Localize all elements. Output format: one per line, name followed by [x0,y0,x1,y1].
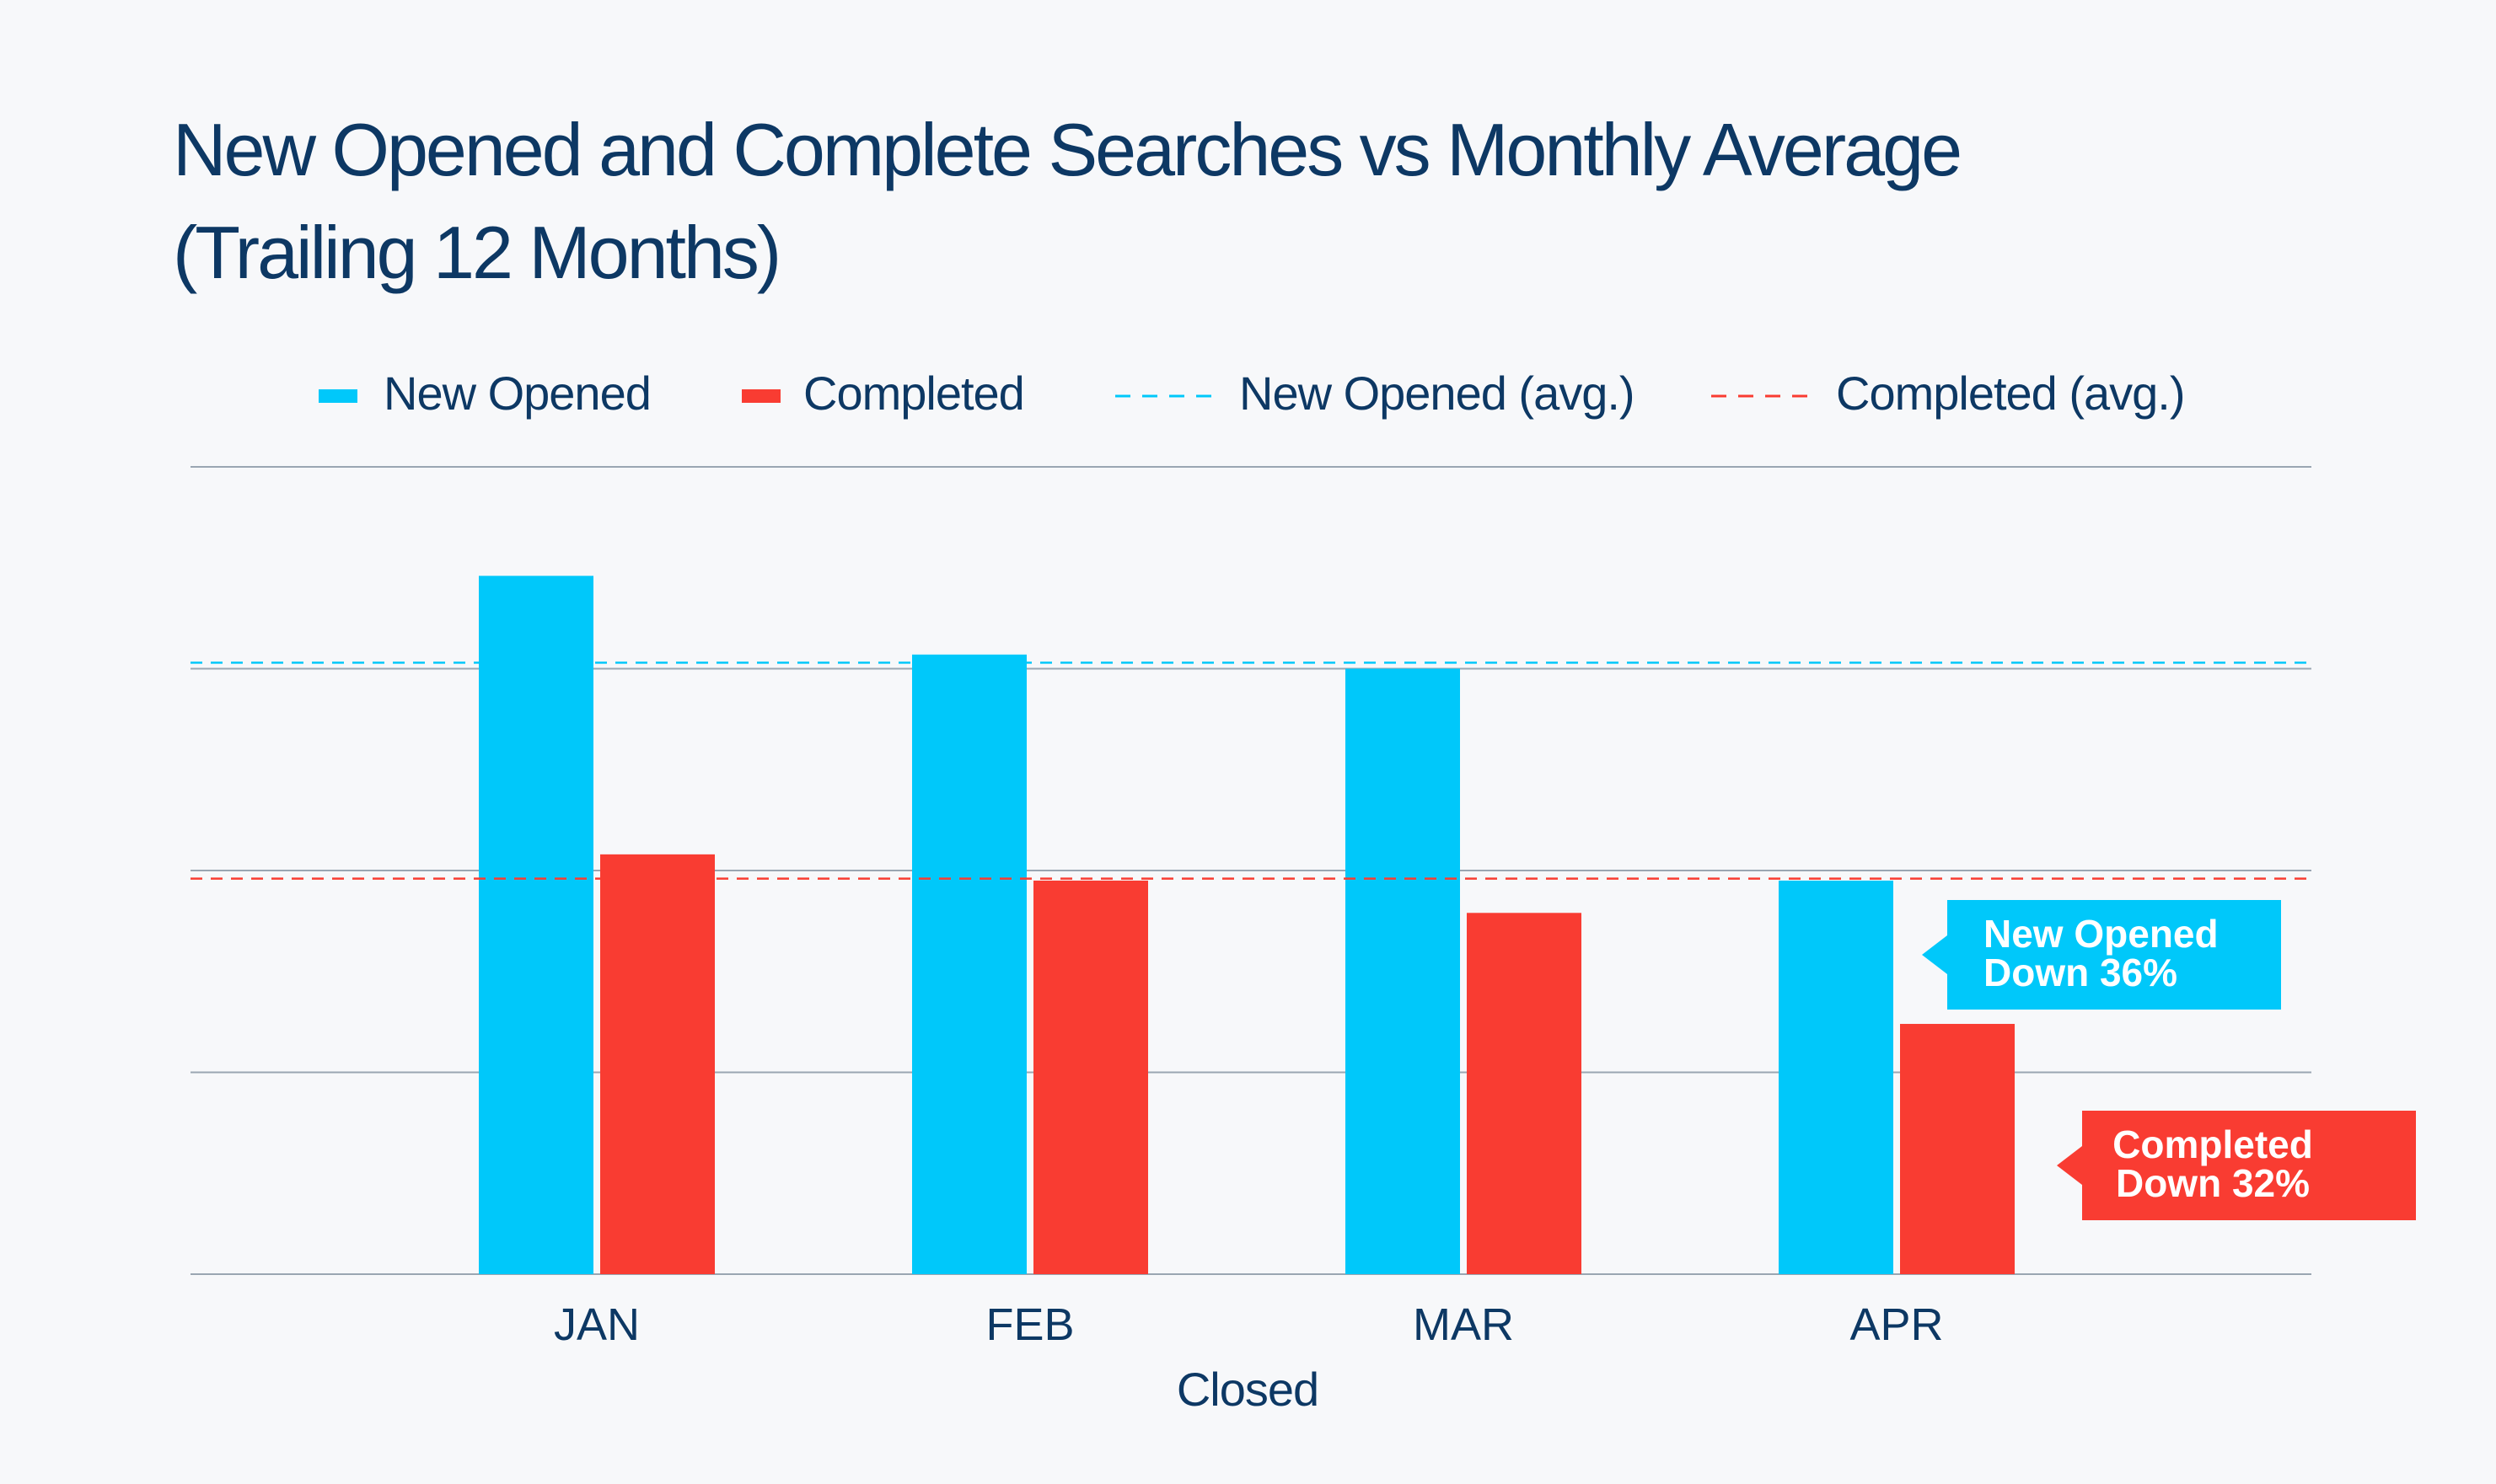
annotation-new-opened: New Opened Down 36% [1922,900,2281,1010]
x-tick-label-jan: JAN [554,1299,640,1350]
bar-new-opened-mar [1345,668,1460,1274]
chart-title: New Opened and Complete Searches vs Mont… [173,108,1960,191]
annotation-completed-callout [2057,1111,2416,1220]
legend-swatch-completed [742,389,781,403]
legend-label-new-opened: New Opened [384,367,651,420]
x-axis-title: Closed [1177,1363,1318,1416]
bar-new-opened-feb [912,654,1027,1274]
bar-new-opened-jan [479,576,593,1274]
legend-label-new-opened-avg: New Opened (avg.) [1239,367,1634,420]
x-tick-label-apr: APR [1849,1299,1943,1350]
annotation-new-opened-line-1: New Opened [1983,912,2219,956]
annotation-new-opened-callout [1922,900,2281,1010]
legend-label-completed-avg: Completed (avg.) [1836,367,2185,420]
x-axis-tick-labels: JAN FEB MAR APR [554,1299,1944,1350]
annotation-new-opened-line-2: Down 36% [1983,951,2177,994]
x-tick-label-mar: MAR [1413,1299,1514,1350]
bar-completed-apr [1900,1024,2015,1274]
bar-completed-mar [1467,913,1581,1274]
chart-subtitle: (Trailing 12 Months) [173,211,779,294]
annotation-completed: Completed Down 32% [2057,1111,2416,1220]
bars [479,576,2015,1274]
average-lines [191,662,2311,880]
annotation-completed-line-2: Down 32% [2116,1161,2310,1205]
bar-completed-feb [1033,880,1148,1274]
x-tick-label-feb: FEB [985,1299,1074,1350]
bar-completed-jan [600,854,715,1274]
legend-label-completed: Completed [803,367,1024,420]
legend: New Opened Completed New Opened (avg.) C… [319,367,2186,420]
legend-swatch-new-opened [319,389,357,403]
bar-new-opened-apr [1779,880,1893,1274]
annotation-completed-line-1: Completed [2112,1122,2313,1166]
